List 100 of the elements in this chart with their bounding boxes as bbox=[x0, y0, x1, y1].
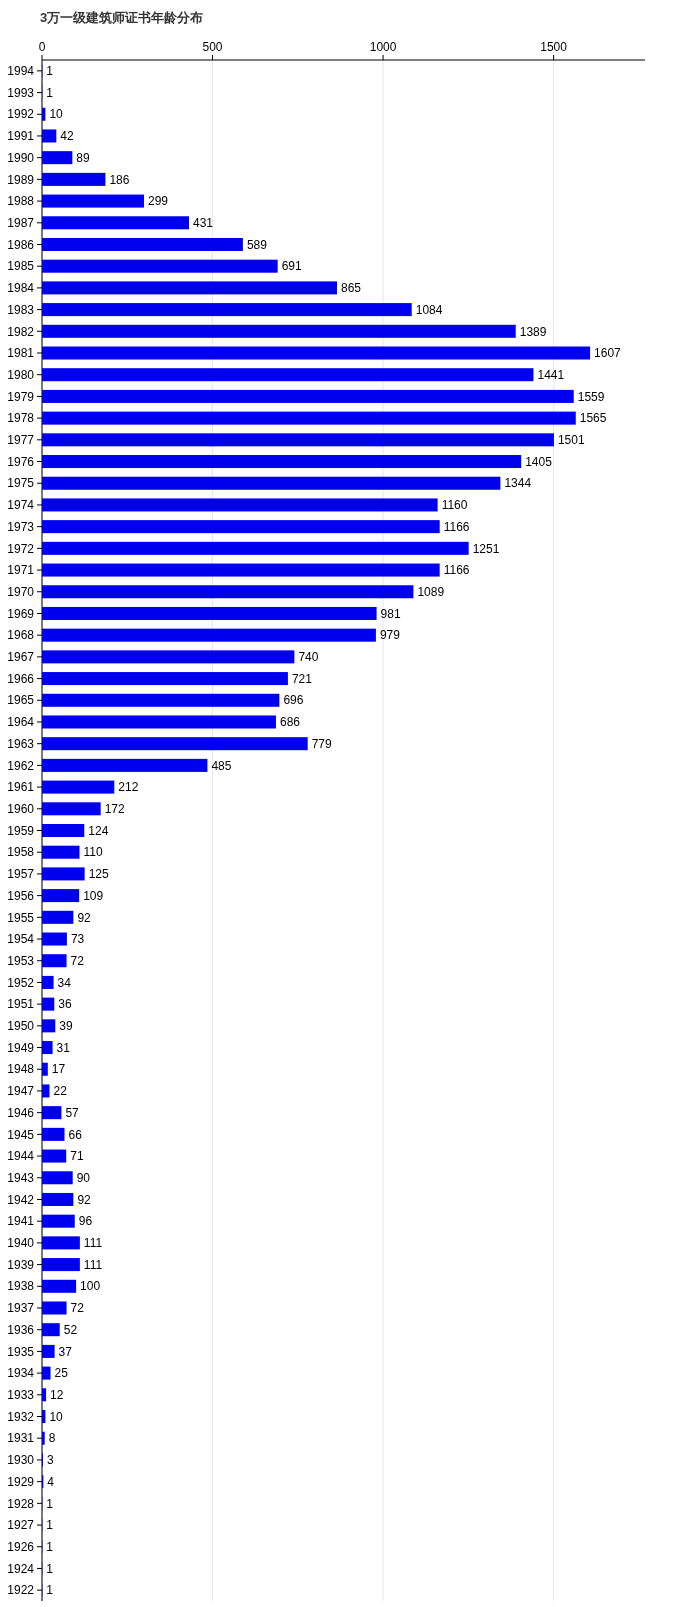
bar bbox=[42, 237, 243, 251]
data-label: 57 bbox=[65, 1105, 80, 1120]
y-tick-label: 1993 bbox=[7, 85, 35, 100]
data-label: 42 bbox=[60, 129, 74, 144]
y-tick-label: 1974 bbox=[7, 498, 35, 513]
bar bbox=[42, 650, 295, 664]
y-tick-label: 1987 bbox=[7, 215, 35, 230]
data-label: 1160 bbox=[441, 498, 468, 513]
bar bbox=[42, 324, 516, 338]
data-label: 8 bbox=[48, 1431, 56, 1446]
y-tick-label: 1971 bbox=[7, 563, 35, 578]
y-tick-label: 1955 bbox=[7, 910, 35, 925]
y-tick-label: 1963 bbox=[7, 736, 35, 751]
data-label: 1559 bbox=[577, 389, 605, 404]
y-tick-label: 1957 bbox=[7, 867, 35, 882]
data-label: 589 bbox=[246, 237, 268, 252]
data-label: 34 bbox=[57, 975, 72, 990]
bar bbox=[42, 455, 522, 469]
data-label: 1 bbox=[46, 85, 54, 100]
y-tick-label: 1975 bbox=[7, 476, 35, 491]
y-tick-label: 1972 bbox=[7, 541, 35, 556]
bar bbox=[42, 1301, 67, 1315]
data-label: 22 bbox=[53, 1084, 68, 1099]
y-tick-label: 1962 bbox=[7, 758, 35, 773]
bar bbox=[42, 1366, 51, 1380]
y-tick-label: 1937 bbox=[7, 1301, 35, 1316]
bar bbox=[42, 433, 554, 447]
y-tick-label: 1931 bbox=[7, 1431, 35, 1446]
bar bbox=[42, 1258, 80, 1272]
bar bbox=[42, 368, 534, 382]
y-tick-label: 1930 bbox=[7, 1453, 35, 1468]
y-tick-label: 1933 bbox=[7, 1388, 35, 1403]
y-tick-label: 1932 bbox=[7, 1409, 35, 1424]
data-label: 12 bbox=[50, 1388, 64, 1403]
x-tick-label: 500 bbox=[202, 40, 223, 54]
y-tick-label: 1969 bbox=[7, 606, 35, 621]
data-label: 110 bbox=[83, 845, 103, 860]
bar bbox=[42, 563, 440, 577]
data-label: 686 bbox=[279, 715, 301, 730]
x-tick-label: 0 bbox=[38, 40, 46, 54]
bar bbox=[42, 541, 469, 555]
data-label: 37 bbox=[58, 1344, 73, 1359]
data-label: 1607 bbox=[594, 346, 622, 361]
bar bbox=[42, 1388, 47, 1402]
bar bbox=[42, 693, 280, 707]
bar bbox=[42, 823, 85, 838]
bar bbox=[42, 889, 80, 903]
bar bbox=[42, 1106, 62, 1120]
y-tick-label: 1934 bbox=[7, 1366, 35, 1381]
bar bbox=[42, 194, 144, 208]
data-label: 1389 bbox=[519, 324, 547, 339]
data-label: 485 bbox=[211, 758, 232, 773]
y-tick-label: 1991 bbox=[7, 129, 35, 144]
data-label: 111 bbox=[83, 1257, 103, 1272]
data-label: 740 bbox=[298, 650, 319, 665]
bar bbox=[42, 672, 288, 686]
y-tick-label: 1946 bbox=[7, 1105, 35, 1120]
data-label: 691 bbox=[281, 259, 303, 274]
y-tick-label: 1966 bbox=[7, 671, 35, 686]
bar bbox=[42, 1214, 75, 1228]
y-tick-label: 1936 bbox=[7, 1322, 35, 1337]
data-label: 1 bbox=[46, 1518, 54, 1533]
y-tick-label: 1981 bbox=[7, 346, 35, 361]
y-tick-label: 1941 bbox=[7, 1214, 35, 1229]
data-label: 1 bbox=[46, 1561, 54, 1576]
data-label: 865 bbox=[341, 281, 362, 296]
y-tick-label: 1940 bbox=[7, 1236, 35, 1251]
data-label: 3 bbox=[47, 1453, 55, 1468]
bar bbox=[42, 411, 576, 425]
data-label: 31 bbox=[56, 1040, 71, 1055]
y-tick-label: 1950 bbox=[7, 1019, 35, 1034]
y-tick-label: 1988 bbox=[7, 194, 35, 209]
y-tick-label: 1979 bbox=[7, 389, 35, 404]
data-label: 1 bbox=[46, 1496, 54, 1511]
bar bbox=[42, 303, 412, 317]
data-label: 186 bbox=[109, 172, 130, 187]
data-label: 1441 bbox=[537, 367, 565, 382]
data-label: 1 bbox=[46, 64, 54, 79]
bar bbox=[42, 975, 54, 989]
y-tick-label: 1945 bbox=[7, 1127, 35, 1142]
y-tick-label: 1935 bbox=[7, 1344, 35, 1359]
y-tick-label: 1959 bbox=[7, 823, 35, 838]
data-label: 10 bbox=[49, 1409, 64, 1424]
bar bbox=[42, 172, 106, 186]
y-tick-label: 1954 bbox=[7, 932, 35, 947]
y-tick-label: 1924 bbox=[7, 1561, 35, 1576]
data-label: 66 bbox=[68, 1127, 83, 1142]
y-tick-label: 1970 bbox=[7, 584, 35, 599]
data-label: 979 bbox=[379, 628, 401, 643]
y-tick-label: 1990 bbox=[7, 150, 35, 165]
data-label: 109 bbox=[83, 888, 104, 903]
data-label: 299 bbox=[147, 194, 169, 209]
bar bbox=[42, 867, 85, 881]
y-tick-label: 1943 bbox=[7, 1170, 35, 1185]
data-label: 779 bbox=[311, 736, 333, 751]
y-tick-label: 1938 bbox=[7, 1279, 35, 1294]
data-label: 125 bbox=[88, 867, 109, 882]
data-label: 1344 bbox=[504, 476, 532, 491]
y-tick-label: 1928 bbox=[7, 1496, 35, 1511]
data-label: 1405 bbox=[525, 454, 553, 469]
